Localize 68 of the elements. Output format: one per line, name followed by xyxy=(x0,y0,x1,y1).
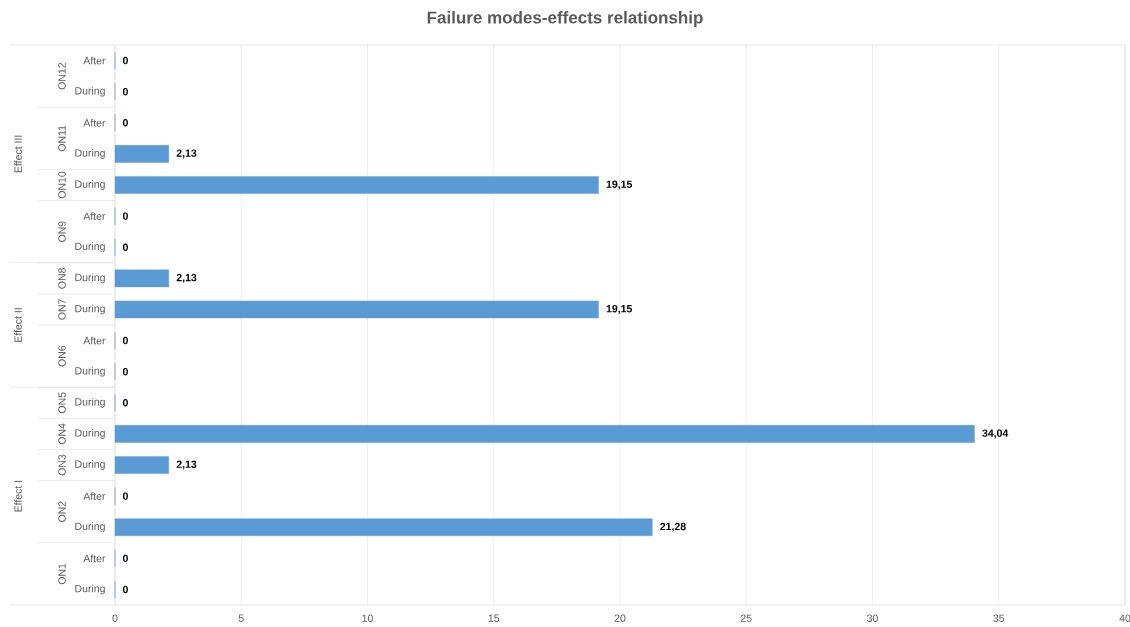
y-tick-label: During xyxy=(75,397,105,408)
data-label: 0 xyxy=(122,554,128,563)
x-tick-label: 30 xyxy=(867,614,878,622)
text: ON5 xyxy=(58,392,66,414)
text: ON6 xyxy=(58,345,66,367)
text: ON1 xyxy=(58,563,66,585)
data-label: 0 xyxy=(122,212,128,220)
data-label: 0 xyxy=(122,87,128,96)
data-label: 0 xyxy=(122,336,128,345)
bar xyxy=(114,269,169,288)
text: ON3 xyxy=(58,454,66,476)
bar xyxy=(114,456,169,474)
x-tick-label: 35 xyxy=(993,614,1005,622)
x-tick-label: 5 xyxy=(238,614,244,622)
text: ON9 xyxy=(58,221,66,242)
x-tick-label: 25 xyxy=(740,614,752,622)
text: Effect II xyxy=(14,308,22,342)
bar xyxy=(114,518,653,536)
x-tick-label: 0 xyxy=(112,614,118,622)
data-label: 0 xyxy=(122,585,128,594)
data-label: 0 xyxy=(122,56,128,65)
x-tick-label: 10 xyxy=(362,614,373,622)
data-label: 0 xyxy=(122,399,128,407)
y-tick-label: During xyxy=(75,460,105,470)
data-label: 2,13 xyxy=(176,273,197,283)
y-tick-label: During xyxy=(75,522,105,533)
bar xyxy=(114,145,169,163)
y-tick-label: After xyxy=(83,212,106,220)
x-tick-label: 15 xyxy=(488,614,500,622)
y-tick-label: After xyxy=(83,554,106,563)
data-label: 2,13 xyxy=(176,149,197,159)
y-tick-label: During xyxy=(75,429,105,439)
bar xyxy=(114,425,975,443)
y-tick-label: During xyxy=(75,273,105,284)
x-tick-label: 20 xyxy=(614,614,626,622)
bar xyxy=(114,176,599,194)
x-tick-label: 40 xyxy=(1119,614,1130,622)
data-label: 0 xyxy=(122,119,128,127)
text: ON2 xyxy=(58,501,66,522)
y-tick-label: After xyxy=(83,492,106,500)
y-tick-label: After xyxy=(83,118,106,127)
text: Effect I xyxy=(14,480,22,512)
text: Effect III xyxy=(14,135,22,173)
data-label: 0 xyxy=(122,243,128,251)
data-label: 34,04 xyxy=(982,429,1009,439)
y-tick-label: During xyxy=(75,149,105,159)
text: ON12 xyxy=(58,62,66,90)
chart-title: Failure modes-effects relationship xyxy=(427,11,703,27)
text: ON8 xyxy=(58,268,66,289)
y-tick-label: During xyxy=(75,366,105,377)
text: ON4 xyxy=(58,423,66,445)
y-tick-label: During xyxy=(75,304,105,315)
y-tick-label: During xyxy=(75,86,105,97)
data-label: 0 xyxy=(122,492,128,500)
data-label: 0 xyxy=(122,367,128,376)
text: ON7 xyxy=(58,299,66,320)
y-tick-label: During xyxy=(75,242,105,253)
data-label: 19,15 xyxy=(606,304,633,314)
y-tick-label: After xyxy=(83,336,106,345)
bar xyxy=(114,300,599,319)
data-label: 19,15 xyxy=(606,180,633,190)
text: ON11 xyxy=(58,125,66,152)
data-label: 21,28 xyxy=(660,522,686,532)
text: ON10 xyxy=(58,171,66,199)
y-tick-label: During xyxy=(75,584,105,595)
data-label: 2,13 xyxy=(176,460,197,470)
y-tick-label: After xyxy=(83,56,106,65)
y-tick-label: During xyxy=(75,180,105,190)
